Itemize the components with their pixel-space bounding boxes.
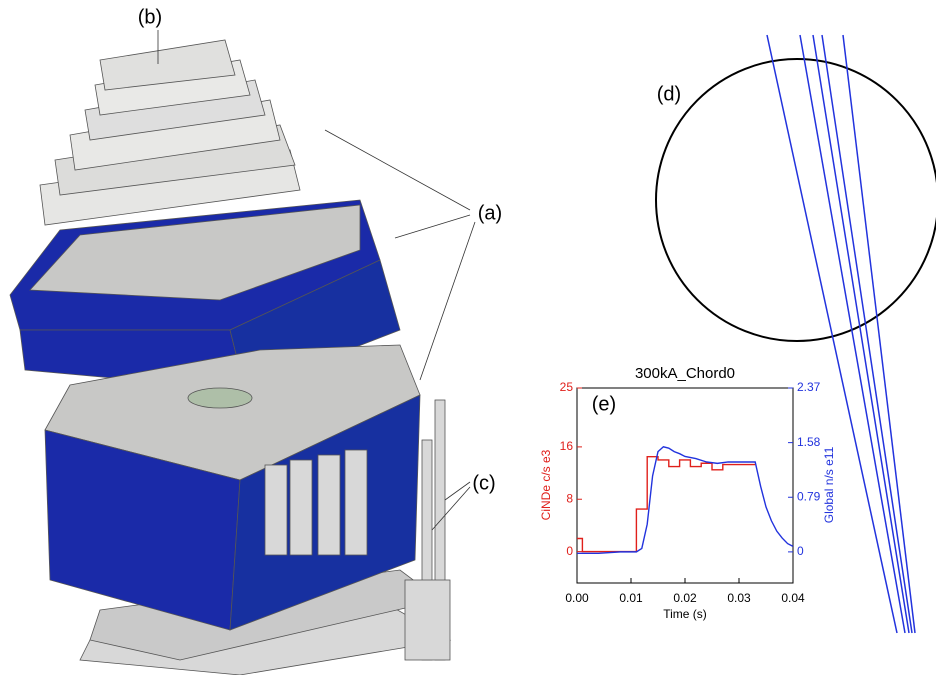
y2-tick-label: 0.79 — [797, 489, 821, 503]
cad-drawing — [10, 40, 450, 675]
panel-label: (d) — [657, 83, 681, 105]
x-tick-label: 0.01 — [619, 591, 643, 605]
x-tick-label: 0.04 — [781, 591, 805, 605]
chart: 300kA_Chord0 Time (s) CiNDe c/s e3 Globa… — [539, 365, 836, 621]
x-tick-label: 0.00 — [565, 591, 589, 605]
y2-tick-label: 0 — [797, 544, 804, 558]
y2-tick-label: 2.37 — [797, 380, 821, 394]
y-tick-label: 16 — [560, 439, 574, 453]
chord-diagram — [656, 35, 936, 633]
x-tick-label: 0.02 — [673, 591, 697, 605]
y-tick-label: 25 — [560, 380, 574, 394]
y-tick-label: 0 — [566, 544, 573, 558]
series-line — [577, 447, 793, 553]
y-tick-label: 8 — [566, 491, 573, 505]
series-line — [577, 457, 755, 552]
chart-title: 300kA_Chord0 — [635, 365, 735, 382]
panel-label: (b) — [138, 6, 162, 28]
figure: (a) (b) (c) (d) (e) 300kA_Chord0 Time (s… — [0, 0, 936, 675]
x-axis-label: Time (s) — [663, 607, 707, 621]
y-axis-label: CiNDe c/s e3 — [539, 449, 553, 520]
panel-label: (e) — [592, 393, 616, 415]
panel-label: (a) — [478, 202, 502, 224]
y2-tick-label: 1.58 — [797, 435, 821, 449]
x-tick-label: 0.03 — [727, 591, 751, 605]
panel-label: (c) — [472, 472, 495, 494]
y2-axis-label: Global n/s e11 — [822, 446, 836, 523]
